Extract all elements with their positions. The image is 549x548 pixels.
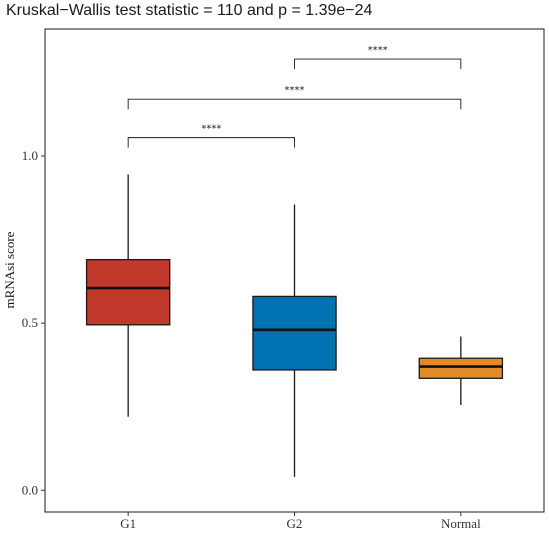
y-tick-label: 0.0 xyxy=(22,482,38,497)
y-tick-label: 1.0 xyxy=(22,148,38,163)
significance-label: **** xyxy=(201,124,221,135)
box-g2 xyxy=(252,204,337,477)
y-tick-label: 0.5 xyxy=(22,315,38,330)
box-body xyxy=(418,357,504,379)
bracket-line xyxy=(294,58,462,70)
y-axis-title: mRNAsi score xyxy=(2,231,17,308)
y-axis: 0.0 0.5 1.0 xyxy=(22,148,45,497)
x-axis: G1 G2 Normal xyxy=(120,512,481,531)
box-g1 xyxy=(85,174,171,417)
chart-title: Kruskal−Wallis test statistic = 110 and … xyxy=(6,2,373,19)
box-body xyxy=(85,258,171,326)
significance-brackets: **** **** **** xyxy=(127,45,462,148)
box-body xyxy=(252,295,337,371)
significance-label: **** xyxy=(285,85,305,96)
boxes xyxy=(85,174,504,477)
significance-label: **** xyxy=(368,45,388,56)
box-normal xyxy=(418,336,504,406)
x-tick-label: G2 xyxy=(287,516,303,531)
bracket: **** xyxy=(127,124,295,148)
bracket: **** xyxy=(294,45,462,70)
x-tick-label: Normal xyxy=(441,516,481,531)
bracket-line xyxy=(127,137,295,148)
bracket: **** xyxy=(127,85,462,110)
x-tick-label: G1 xyxy=(120,516,136,531)
bracket-line xyxy=(127,98,462,110)
